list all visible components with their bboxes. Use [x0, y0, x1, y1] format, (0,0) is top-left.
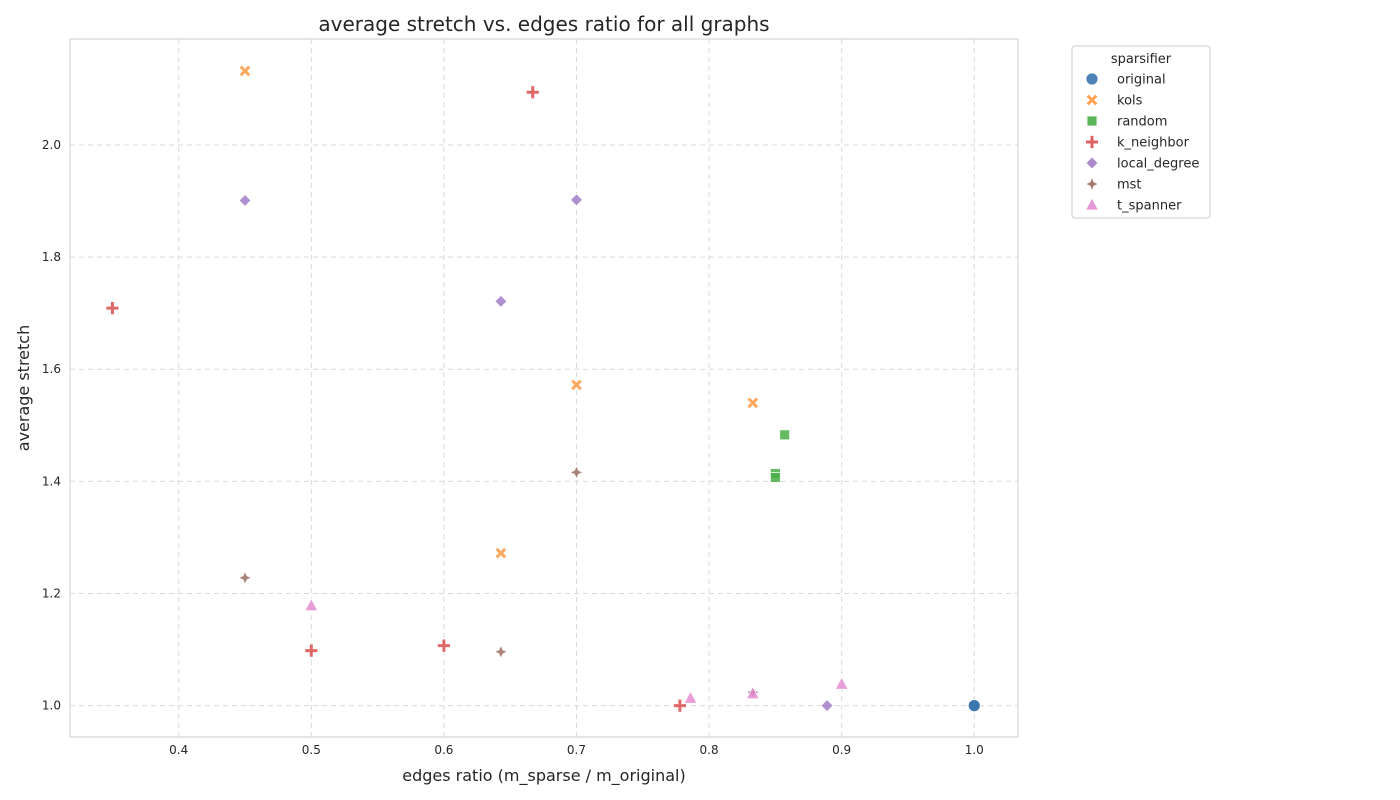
legend-item-t_spanner: t_spanner — [1084, 197, 1182, 214]
data-point-local_degree — [494, 294, 508, 308]
legend-item-original: original — [1085, 72, 1166, 88]
x-axis-label: edges ratio (m_sparse / m_original) — [402, 766, 685, 786]
data-point-random — [769, 472, 781, 483]
y-tick-label: 1.4 — [42, 474, 61, 488]
legend-item-mst: mst — [1084, 176, 1142, 193]
data-point-local_degree — [238, 193, 252, 208]
y-tick-label: 1.8 — [42, 250, 61, 264]
data-point-mst — [493, 644, 509, 660]
data-point-k_neighbor — [436, 638, 451, 653]
legend-label-k_neighbor: k_neighbor — [1117, 136, 1190, 151]
legend-item-random: random — [1086, 115, 1167, 130]
legend-title: sparsifier — [1111, 52, 1172, 67]
data-point-mst — [237, 570, 253, 586]
data-point-t_spanner — [834, 676, 849, 690]
legend-box — [1071, 45, 1211, 219]
data-point-k_neighbor — [525, 85, 540, 100]
legend: sparsifier original kols random k_neighborl… — [1071, 45, 1211, 219]
legend-label-local_degree: local_degree — [1117, 157, 1199, 172]
x-tick-label: 0.8 — [700, 743, 719, 757]
series-k_neighbor — [105, 85, 687, 713]
series-t_spanner — [304, 597, 849, 704]
series-kols — [238, 64, 760, 560]
data-point-random — [779, 429, 791, 441]
x-tick-label: 0.7 — [567, 743, 586, 757]
legend-label-mst: mst — [1117, 178, 1142, 193]
legend-marker-kols — [1085, 93, 1099, 107]
data-point-local_degree — [569, 193, 584, 207]
data-point-t_spanner — [304, 597, 319, 612]
legend-item-local_degree: local_degree — [1085, 156, 1199, 172]
legend-marker-local_degree — [1085, 156, 1099, 170]
data-point-kols — [746, 396, 760, 410]
x-tick-label: 1.0 — [965, 743, 984, 757]
data-point-k_neighbor — [105, 301, 120, 316]
data-point-kols — [569, 378, 583, 392]
legend-label-t_spanner: t_spanner — [1117, 199, 1182, 214]
legend-items: original kols random k_neighbor local_degree… — [1084, 72, 1199, 214]
x-axis-ticks: 0.4 0.5 0.6 0.7 0.8 0.9 1.0 — [169, 743, 984, 757]
data-point-local_degree — [820, 699, 834, 713]
x-tick-label: 0.5 — [302, 743, 321, 757]
series-original — [967, 699, 981, 713]
data-point-k_neighbor — [304, 643, 319, 658]
data-point-kols — [238, 64, 252, 78]
y-axis-ticks: 1.0 1.2 1.4 1.6 1.8 2.0 — [42, 138, 61, 713]
y-tick-label: 1.0 — [42, 699, 61, 713]
data-point-original — [967, 699, 981, 713]
y-tick-label: 1.2 — [42, 586, 61, 600]
legend-marker-original — [1085, 72, 1099, 86]
series-local_degree — [238, 193, 834, 713]
legend-label-random: random — [1117, 115, 1167, 130]
chart-title: average stretch vs. edges ratio for all … — [318, 12, 769, 36]
legend-marker-random — [1086, 115, 1098, 127]
legend-item-kols: kols — [1085, 93, 1143, 109]
y-tick-label: 1.6 — [42, 362, 61, 376]
data-point-t_spanner — [683, 690, 698, 704]
x-tick-label: 0.9 — [832, 743, 851, 757]
legend-item-k_neighbor: k_neighbor — [1085, 135, 1190, 151]
data-point-t_spanner — [745, 685, 760, 700]
y-tick-label: 2.0 — [42, 138, 61, 152]
legend-marker-k_neighbor — [1085, 135, 1099, 149]
data-points — [105, 64, 981, 713]
legend-label-original: original — [1117, 73, 1166, 88]
legend-label-kols: kols — [1117, 94, 1143, 109]
plot-area — [69, 38, 1019, 738]
x-tick-label: 0.4 — [169, 743, 188, 757]
x-tick-label: 0.6 — [434, 743, 453, 757]
legend-marker-t_spanner — [1084, 197, 1100, 211]
data-point-mst — [568, 464, 584, 480]
data-point-k_neighbor — [673, 698, 687, 713]
y-axis-label: average stretch — [14, 325, 33, 451]
legend-marker-mst — [1084, 176, 1100, 192]
data-point-kols — [494, 546, 508, 560]
series-random — [769, 429, 791, 483]
